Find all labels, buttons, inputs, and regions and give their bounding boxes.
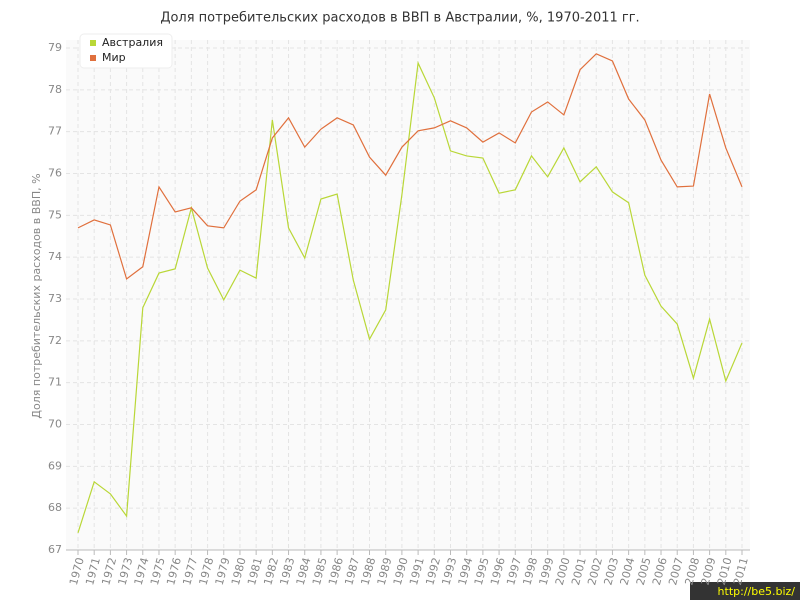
legend-label: Мир xyxy=(102,51,126,64)
y-tick-label: 75 xyxy=(48,208,62,221)
y-tick-label: 69 xyxy=(48,459,62,472)
plot-area xyxy=(66,40,750,550)
y-tick-label: 78 xyxy=(48,83,62,96)
y-axis-label: Доля потребительских расходов в ВВП, % xyxy=(30,173,43,418)
watermark: http://be5.biz/ xyxy=(718,585,796,598)
chart-title: Доля потребительских расходов в ВВП в Ав… xyxy=(160,11,639,26)
y-tick-label: 77 xyxy=(48,125,62,138)
legend-swatch xyxy=(90,55,96,61)
y-tick-label: 74 xyxy=(48,250,62,263)
y-tick-label: 68 xyxy=(48,501,62,514)
y-tick-label: 67 xyxy=(48,543,62,556)
series-line xyxy=(77,60,743,534)
y-tick-label: 73 xyxy=(48,292,62,305)
series-line xyxy=(77,53,743,280)
legend-label: Австралия xyxy=(102,36,163,49)
legend: Австралия Мир xyxy=(79,33,173,69)
legend-box xyxy=(79,33,173,69)
y-tick-label: 72 xyxy=(48,334,62,347)
y-tick-label: 79 xyxy=(48,41,62,54)
watermark-bg xyxy=(690,582,800,600)
y-tick-label: 70 xyxy=(48,418,62,431)
legend-swatch xyxy=(90,40,96,46)
y-tick-label: 76 xyxy=(48,167,62,180)
y-tick-label: 71 xyxy=(48,376,62,389)
